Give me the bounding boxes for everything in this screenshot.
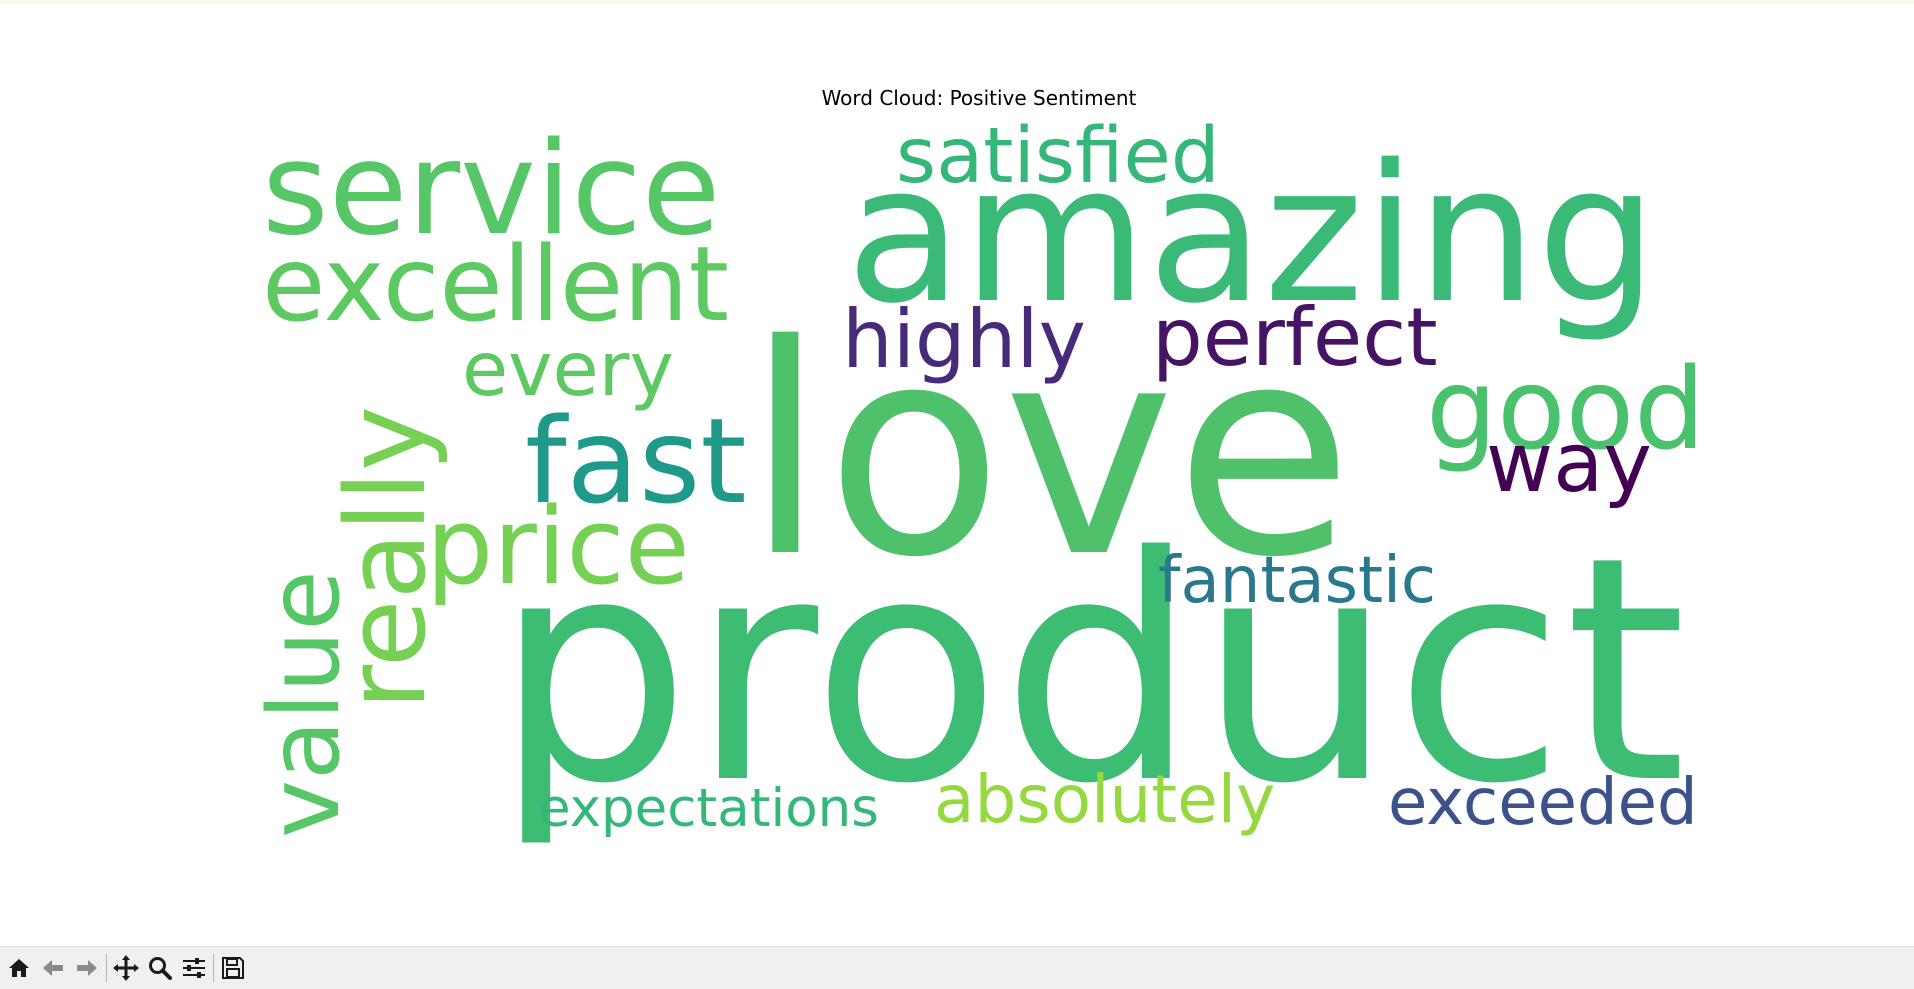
figure-title: Word Cloud: Positive Sentiment	[821, 86, 1137, 110]
home-button[interactable]	[2, 951, 36, 985]
configure-subplots-icon	[183, 958, 205, 978]
forward-button[interactable]	[70, 951, 104, 985]
word-love: love	[745, 284, 1353, 621]
word-way: way	[1486, 416, 1652, 511]
window-top-strip	[0, 0, 1914, 4]
navigation-toolbar	[0, 946, 1914, 989]
word-every: every	[462, 325, 674, 413]
back-arrow-icon	[43, 960, 63, 976]
pan-button[interactable]	[109, 951, 143, 985]
word-price: price	[426, 485, 690, 608]
word-exceeded: exceeded	[1388, 766, 1698, 840]
pan-icon	[113, 955, 139, 981]
word-highly: highly	[842, 293, 1086, 386]
save-button[interactable]	[216, 951, 250, 985]
home-icon	[9, 959, 29, 977]
word-value: value	[248, 570, 362, 838]
word-absolutely: absolutely	[934, 761, 1275, 838]
word-really: really	[322, 406, 450, 710]
zoom-button[interactable]	[143, 951, 177, 985]
forward-arrow-icon	[77, 960, 97, 976]
word-excellent: excellent	[262, 225, 729, 345]
toolbar-separator	[106, 954, 107, 982]
zoom-icon	[149, 957, 172, 980]
word-perfect: perfect	[1152, 291, 1438, 384]
word-fast: fast	[525, 392, 747, 530]
toolbar-separator	[213, 954, 214, 982]
word-good: good	[1426, 345, 1705, 475]
word-expectations: expectations	[538, 778, 879, 839]
word-service: service	[262, 115, 721, 264]
word-amazing: amazing	[846, 124, 1658, 345]
back-button[interactable]	[36, 951, 70, 985]
save-icon	[222, 957, 244, 979]
word-fantastic: fantastic	[1158, 544, 1436, 618]
word-cloud: love product amazing service excellent s…	[248, 112, 1705, 852]
word-product: product	[494, 491, 1686, 852]
word-satisfied: satisfied	[896, 112, 1220, 201]
configure-subplots-button[interactable]	[177, 951, 211, 985]
